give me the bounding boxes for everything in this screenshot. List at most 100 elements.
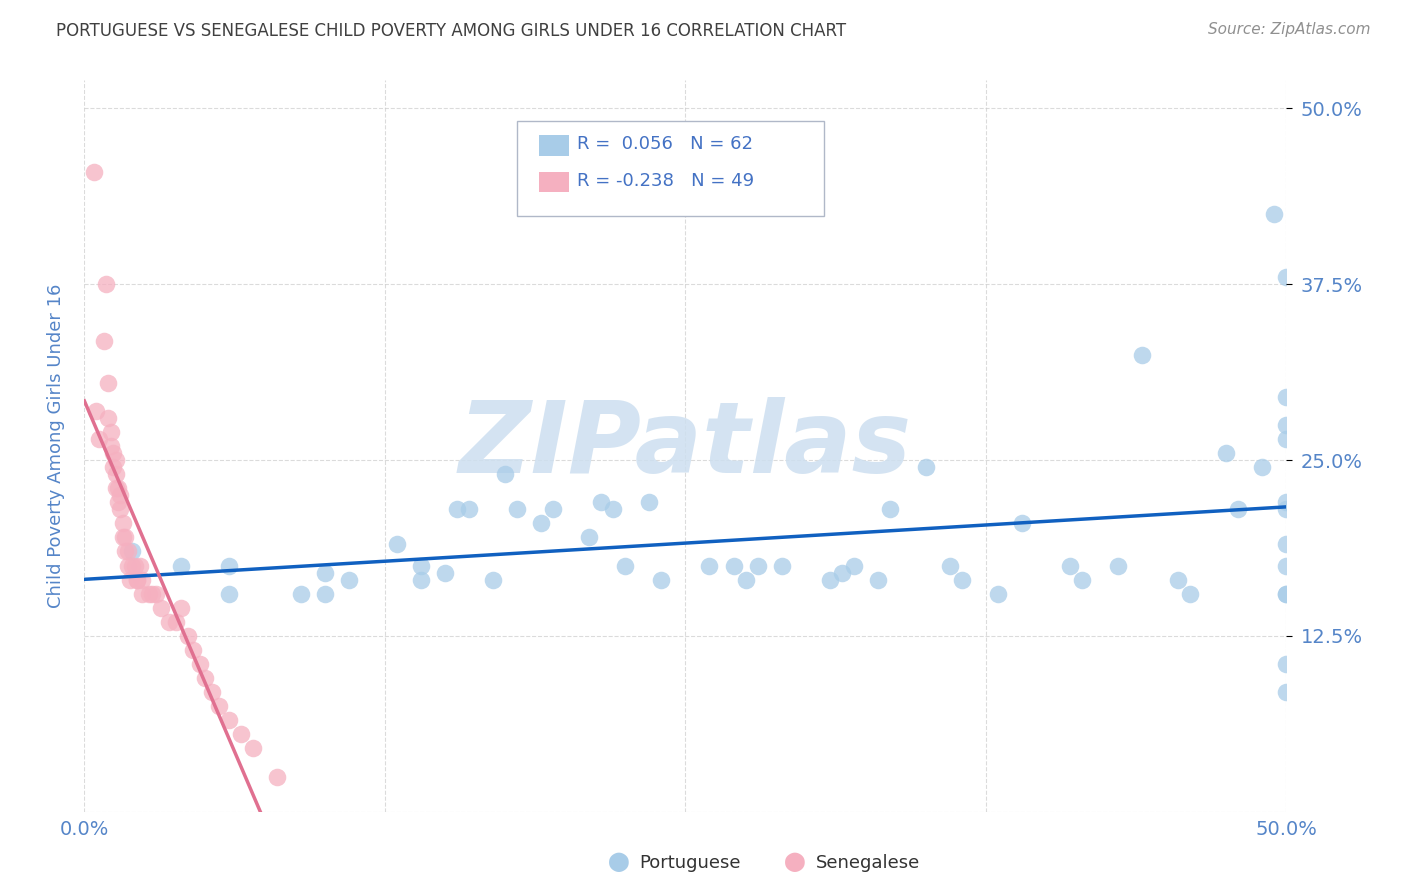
Point: [104, 453, 127, 467]
Point: [138, 587, 160, 601]
Point: [117, 544, 139, 558]
Point: [602, 502, 624, 516]
Point: [201, 685, 224, 699]
Point: [939, 558, 962, 573]
Point: [141, 587, 163, 601]
Point: [94, 277, 117, 292]
Point: [314, 566, 336, 580]
Point: [107, 495, 129, 509]
Point: [127, 573, 149, 587]
Point: [1263, 207, 1285, 221]
Point: [87, 432, 110, 446]
Point: [1227, 502, 1250, 516]
Point: [1275, 495, 1298, 509]
Point: [1275, 432, 1298, 446]
Point: [770, 558, 793, 573]
Point: [1275, 417, 1298, 432]
Point: [165, 615, 187, 629]
Point: [337, 573, 360, 587]
Point: [188, 657, 211, 671]
Point: [1251, 460, 1274, 475]
Point: [194, 671, 217, 685]
Bar: [538, 136, 569, 155]
Point: [229, 727, 252, 741]
Point: [314, 587, 336, 601]
Point: [208, 699, 231, 714]
Point: [1275, 657, 1298, 671]
Point: [1011, 516, 1033, 531]
Point: [127, 573, 149, 587]
Point: [866, 573, 889, 587]
Point: [747, 558, 769, 573]
Point: [1275, 587, 1298, 601]
Point: [290, 587, 312, 601]
Point: [1275, 587, 1298, 601]
Point: [409, 573, 432, 587]
Point: [114, 544, 136, 558]
Point: [638, 495, 661, 509]
Point: [1275, 390, 1298, 404]
Point: [482, 573, 505, 587]
Text: PORTUGUESE VS SENEGALESE CHILD POVERTY AMONG GIRLS UNDER 16 CORRELATION CHART: PORTUGUESE VS SENEGALESE CHILD POVERTY A…: [56, 22, 846, 40]
Point: [107, 481, 129, 495]
Point: [1275, 270, 1298, 285]
Point: [831, 566, 853, 580]
Point: [446, 502, 468, 516]
Point: [169, 558, 191, 573]
Point: [879, 502, 901, 516]
Text: ZIPatlas: ZIPatlas: [458, 398, 912, 494]
Text: Senegalese: Senegalese: [815, 855, 920, 872]
Point: [150, 600, 173, 615]
Point: [506, 502, 529, 516]
Point: [1130, 348, 1153, 362]
Point: [157, 615, 180, 629]
Point: [121, 558, 143, 573]
Point: [818, 573, 841, 587]
Point: [434, 566, 457, 580]
Point: [86, 404, 108, 418]
Point: [121, 544, 143, 558]
Point: [1215, 446, 1237, 460]
Point: [1107, 558, 1129, 573]
Point: [1275, 502, 1298, 516]
Point: [103, 446, 125, 460]
Point: [458, 502, 481, 516]
Point: [734, 573, 756, 587]
Point: [218, 714, 240, 728]
Point: [242, 741, 264, 756]
Point: [1275, 537, 1298, 551]
Point: [530, 516, 553, 531]
Point: [1180, 587, 1202, 601]
Point: [124, 558, 146, 573]
Point: [93, 334, 115, 348]
Bar: [538, 171, 569, 192]
Point: [145, 587, 167, 601]
Point: [83, 165, 105, 179]
Point: [110, 488, 132, 502]
Point: [169, 600, 191, 615]
Point: [591, 495, 613, 509]
Text: Source: ZipAtlas.com: Source: ZipAtlas.com: [1208, 22, 1371, 37]
Point: [118, 573, 141, 587]
Point: [97, 410, 120, 425]
Point: [650, 573, 672, 587]
Point: [104, 467, 127, 482]
Point: [699, 558, 721, 573]
Point: [97, 376, 120, 390]
Point: [117, 558, 139, 573]
Point: [100, 439, 122, 453]
Point: [103, 460, 125, 475]
Point: [131, 587, 153, 601]
Point: [128, 558, 150, 573]
Point: [104, 481, 127, 495]
Text: Portuguese: Portuguese: [640, 855, 741, 872]
Text: ⬤: ⬤: [607, 853, 630, 872]
Point: [578, 530, 600, 544]
Point: [385, 537, 408, 551]
Point: [1167, 573, 1189, 587]
Point: [114, 530, 136, 544]
Point: [723, 558, 745, 573]
Y-axis label: Child Poverty Among Girls Under 16: Child Poverty Among Girls Under 16: [46, 284, 65, 608]
Point: [266, 770, 288, 784]
Point: [409, 558, 432, 573]
